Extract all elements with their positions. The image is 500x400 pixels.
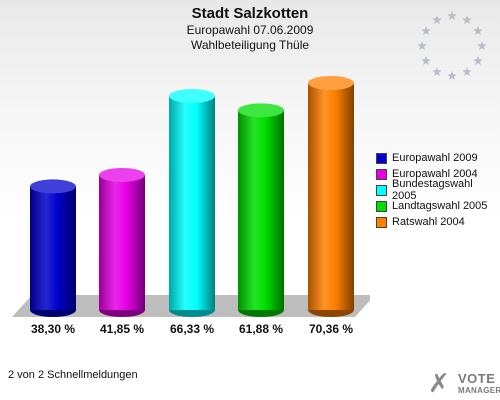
chart-subtitle: Europawahl 07.06.2009 [186, 23, 314, 37]
legend-label: Landtagswahl 2005 [392, 200, 488, 212]
legend-swatch [376, 200, 387, 212]
value-label: 70,36 % [309, 322, 353, 336]
legend-swatch [376, 152, 387, 164]
bar-0 [30, 179, 76, 317]
bar-4 [308, 75, 354, 317]
legend-item-0: Europawahl 2009 [376, 150, 500, 166]
bar-top [30, 179, 76, 194]
legend-item-2: Bundestagswahl 2005 [376, 178, 500, 202]
checkmark-icon: ✗ [428, 368, 450, 398]
legend-item-1: Europawahl 2004 [376, 166, 500, 182]
bar-body [99, 174, 145, 310]
star-icon [462, 15, 472, 25]
bar-top [99, 167, 145, 182]
star-icon [417, 41, 427, 50]
legend-label: Ratswahl 2004 [392, 216, 465, 228]
bar-body [169, 95, 215, 311]
legend: Europawahl 2009 Europawahl 2004 Bundesta… [376, 150, 500, 230]
star-icon [473, 56, 483, 65]
value-label: 61,88 % [239, 322, 283, 336]
bar-2 [169, 88, 215, 317]
legend-swatch [376, 216, 387, 228]
star-icon [421, 56, 431, 65]
bar-body [30, 186, 76, 310]
bar-body [238, 110, 284, 311]
bar-chart: 38,30 % 41,85 % 66,33 % 61,88 % 70,36 % [12, 75, 370, 336]
legend-swatch [376, 168, 387, 180]
legend-item-4: Ratswahl 2004 [376, 214, 500, 230]
legend-label: Europawahl 2009 [392, 152, 478, 164]
legend-item-3: Landtagswahl 2005 [376, 198, 500, 214]
footnote: 2 von 2 Schnellmeldungen [8, 369, 138, 381]
legend-label: Europawahl 2004 [392, 168, 478, 180]
value-label: 38,30 % [31, 322, 75, 336]
logo-text-manager: MANAGER [458, 386, 500, 395]
chart-subtitle-2: Wahlbeteiligung Thüle [190, 38, 310, 52]
vote-manager-logo: ✗ VOTE MANAGER [426, 366, 500, 400]
value-label: 41,85 % [100, 322, 144, 336]
bar-1 [99, 167, 145, 317]
star-icon [447, 11, 457, 20]
star-icon [432, 15, 442, 25]
star-icon [477, 41, 487, 50]
logo-text-vote: VOTE [458, 371, 496, 386]
bar-3 [238, 103, 284, 317]
eu-stars-icon [417, 11, 487, 80]
legend-swatch [376, 184, 387, 196]
bar-top [169, 88, 215, 103]
bar-top [308, 75, 354, 90]
legend-label: Bundestagswahl 2005 [391, 178, 473, 202]
bar-top [238, 103, 284, 118]
star-icon [421, 26, 431, 35]
value-label: 66,33 % [170, 322, 214, 336]
chart-title: Stadt Salzkotten [191, 5, 309, 22]
star-icon [462, 67, 472, 76]
star-icon [473, 26, 483, 35]
bar-body [308, 82, 354, 310]
star-icon [432, 67, 442, 76]
star-icon [447, 71, 457, 80]
